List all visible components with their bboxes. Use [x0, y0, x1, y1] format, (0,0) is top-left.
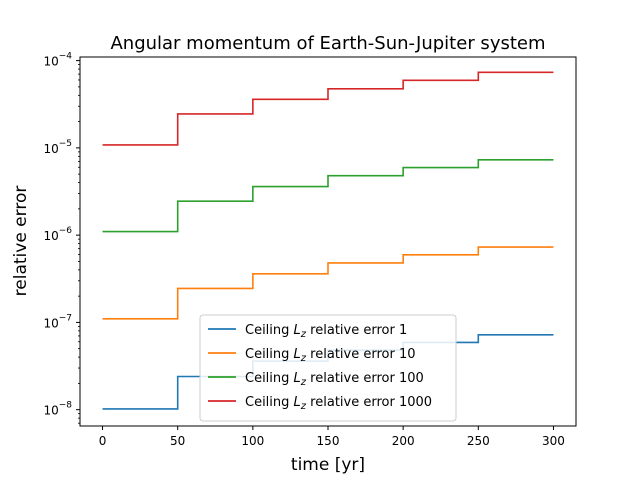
y-tick-label: 10−7 [43, 313, 72, 330]
y-tick-label: 10−6 [43, 226, 72, 243]
x-axis-ticks: 0 50 100 150 200 250 300 [99, 426, 565, 448]
series-line-3 [102, 159, 554, 233]
legend: Ceiling Lz relative error 1 Ceiling Lz re… [199, 314, 457, 422]
x-tick-label: 200 [392, 434, 415, 448]
series-line-2 [102, 246, 554, 320]
x-tick-label: 100 [241, 434, 264, 448]
x-tick-label: 150 [317, 434, 340, 448]
legend-label-4: Ceiling Lz relative error 1000 [245, 395, 432, 412]
series-line-4 [102, 71, 554, 146]
chart-title: Angular momentum of Earth-Sun-Jupiter sy… [110, 33, 545, 54]
legend-label-2: Ceiling Lz relative error 10 [245, 347, 416, 364]
y-tick-label: 10−5 [43, 139, 72, 156]
y-axis-ticks: 10−8 10−7 10−6 10−5 10−4 [43, 52, 80, 424]
x-tick-label: 0 [99, 434, 107, 448]
y-axis-label: relative error [11, 186, 31, 297]
x-tick-label: 50 [170, 434, 185, 448]
x-axis-label: time [yr] [291, 455, 365, 475]
legend-label-3: Ceiling Lz relative error 100 [245, 371, 424, 388]
x-tick-label: 300 [542, 434, 565, 448]
legend-label-1: Ceiling Lz relative error 1 [245, 323, 407, 340]
y-tick-label: 10−8 [43, 401, 72, 418]
legend-box [199, 314, 457, 422]
x-tick-label: 250 [467, 434, 490, 448]
y-tick-label: 10−4 [43, 52, 72, 69]
